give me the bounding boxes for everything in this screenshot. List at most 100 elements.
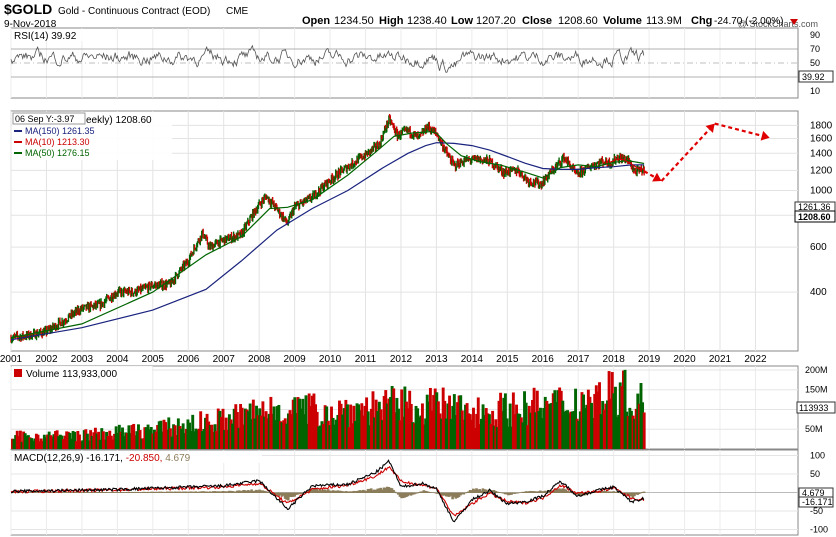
volume-bar: [441, 387, 445, 449]
macd-histogram-bar: [594, 491, 598, 493]
macd-histogram-bar: [642, 491, 646, 493]
macd-histogram-bar: [247, 490, 250, 493]
volume-bar: [631, 415, 635, 449]
macd-histogram-bar: [475, 488, 478, 493]
macd-histogram-bar: [151, 491, 154, 493]
x-tick-label: 2008: [248, 354, 271, 365]
macd-histogram-bar: [413, 492, 416, 495]
macd-histogram-bar: [508, 492, 512, 495]
volume-bar: [537, 411, 541, 449]
macd-histogram-bar: [464, 492, 467, 494]
volume-bar: [384, 390, 388, 449]
volume-bar: [140, 438, 144, 449]
macd-histogram-bar: [178, 491, 182, 493]
volume-bar: [577, 420, 581, 449]
volume-bar: [551, 393, 555, 449]
volume-bar: [34, 433, 38, 449]
macd-histogram-bar: [92, 492, 95, 493]
volume-bar: [31, 440, 35, 449]
volume-bar: [524, 402, 528, 449]
volume-bar: [467, 413, 471, 449]
macd-histogram-bar: [480, 490, 483, 493]
price-x-axis: 2001 2002 2003 2004 2005 2006 2007 2008 2009 2010…: [0, 354, 767, 365]
macd-histogram-bar: [315, 488, 319, 493]
macd-histogram-bar: [626, 492, 630, 495]
macd-histogram-bar: [516, 492, 520, 494]
volume-bar: [574, 388, 578, 449]
volume-bar: [320, 421, 324, 449]
volume-bar: [352, 405, 356, 449]
volume-bar: [101, 431, 105, 449]
macd-histogram-bar: [347, 491, 351, 493]
macd-histogram-bar: [234, 491, 237, 493]
macd-histogram-bar: [531, 491, 534, 493]
volume-bar: [374, 399, 378, 449]
macd-histogram-bar: [68, 492, 72, 493]
volume-bar: [162, 419, 166, 449]
macd-histogram-bar: [55, 492, 59, 493]
volume-bar: [39, 438, 43, 449]
volume-bar: [194, 428, 198, 449]
macd-value-label: -16.171: [802, 497, 833, 507]
macd-histogram-bar: [633, 492, 636, 497]
moving-averages: [10, 131, 645, 341]
macd-histogram-bar: [82, 491, 86, 493]
volume-bar: [227, 414, 231, 449]
volume-bar: [607, 371, 611, 449]
macd-histogram-bar: [36, 492, 40, 493]
macd-histogram-bar: [235, 490, 239, 493]
volume-bar: [95, 433, 99, 449]
volume-bar: [540, 418, 544, 449]
volume-bar: [237, 427, 241, 449]
macd-histogram-bar: [261, 490, 265, 493]
macd-histogram-bar: [160, 491, 164, 493]
volume-bar: [146, 424, 150, 449]
macd-histogram-bar: [350, 491, 354, 493]
volume-bar: [156, 425, 160, 449]
macd-histogram-bar: [286, 492, 290, 501]
volume-bar: [564, 410, 568, 449]
macd-histogram-bar: [481, 488, 485, 493]
macd-histogram-bar: [435, 492, 438, 494]
macd-histogram-bar: [237, 490, 241, 493]
volume-bar: [562, 411, 566, 449]
x-tick-label: 2005: [142, 354, 165, 365]
volume-bar: [508, 403, 512, 449]
price-y-tick: 1400: [810, 148, 833, 159]
volume-bar: [422, 424, 426, 449]
volume-bar: [259, 415, 263, 449]
volume-bar: [389, 397, 392, 449]
macd-histogram-bar: [614, 491, 617, 493]
projection-arrows: [643, 122, 770, 182]
legend-ma50: MA(50) 1276.15: [25, 148, 90, 158]
macd-histogram-bar: [441, 492, 445, 496]
macd-histogram-bar: [318, 488, 322, 493]
macd-histogram-bar: [518, 492, 521, 494]
volume-bar: [419, 415, 423, 449]
volume-bar: [204, 417, 207, 449]
rsi-value-box: [798, 70, 834, 83]
volume-bar: [108, 430, 112, 449]
volume-bar: [271, 413, 274, 449]
volume-bar: [62, 439, 65, 449]
macd-histogram-bar: [405, 492, 408, 498]
macd-histogram-bar: [149, 491, 153, 493]
volume-bar: [350, 423, 354, 449]
macd-histogram-bar: [204, 491, 207, 493]
macd-histogram-bar: [242, 489, 245, 493]
volume-bar: [178, 426, 182, 449]
macd-histogram-bar: [137, 492, 140, 493]
volume-bar: [176, 418, 180, 449]
macd-histogram-bar: [117, 492, 121, 493]
macd-histogram-bar: [93, 492, 97, 493]
macd-histogram-bar: [428, 492, 432, 493]
macd-histogram-bar: [639, 492, 643, 494]
high-value: 1238.40: [407, 15, 447, 27]
volume-bar: [82, 430, 86, 449]
macd-histogram-bar: [478, 489, 482, 493]
rsi-grid: [10, 28, 798, 98]
macd-histogram-bar: [523, 491, 526, 493]
macd-histogram-bar: [425, 491, 429, 493]
macd-histogram-bar: [400, 492, 403, 499]
volume-bar: [358, 410, 362, 449]
